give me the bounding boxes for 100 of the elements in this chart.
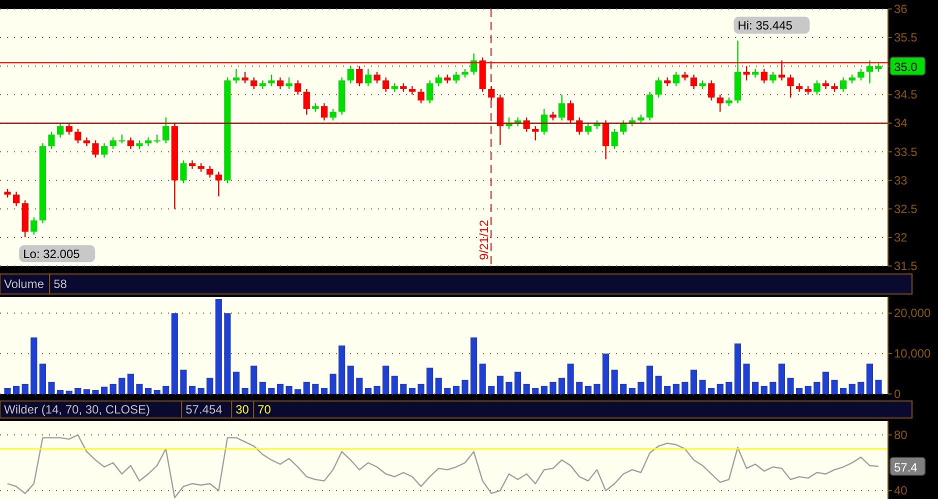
bar bbox=[628, 388, 636, 394]
candlestick bbox=[294, 80, 302, 96]
bar bbox=[462, 380, 468, 394]
bar bbox=[682, 382, 688, 394]
bar bbox=[268, 388, 275, 394]
candlestick bbox=[558, 94, 566, 121]
bar bbox=[242, 388, 248, 394]
candlestick bbox=[866, 60, 874, 84]
chart-title: Volume bbox=[4, 277, 44, 291]
candlestick bbox=[787, 74, 794, 98]
bar bbox=[356, 378, 363, 394]
bar bbox=[74, 388, 82, 394]
candlestick bbox=[110, 136, 116, 150]
bar bbox=[347, 366, 354, 394]
candlestick bbox=[646, 91, 654, 121]
bar bbox=[338, 346, 346, 394]
bar bbox=[30, 337, 38, 394]
bar bbox=[514, 372, 522, 394]
candlestick bbox=[56, 122, 64, 138]
bar bbox=[276, 384, 284, 394]
text: 30 bbox=[236, 402, 250, 416]
candlestick bbox=[232, 68, 240, 84]
bar bbox=[770, 382, 776, 394]
bar bbox=[330, 374, 336, 394]
bar bbox=[303, 382, 310, 394]
candlestick bbox=[452, 71, 460, 84]
candlestick bbox=[716, 94, 724, 112]
candlestick bbox=[611, 128, 618, 150]
bar bbox=[136, 384, 143, 394]
bar bbox=[374, 386, 380, 394]
candlestick bbox=[48, 131, 55, 150]
bar bbox=[523, 384, 530, 394]
bar bbox=[400, 384, 407, 394]
candlestick bbox=[100, 142, 108, 158]
bar bbox=[259, 382, 266, 394]
bar bbox=[646, 366, 654, 394]
candlestick bbox=[330, 108, 336, 121]
candlestick bbox=[602, 120, 610, 160]
bar bbox=[312, 384, 319, 394]
bar bbox=[127, 374, 134, 394]
candlestick bbox=[303, 88, 310, 116]
candlestick bbox=[814, 80, 820, 96]
candlestick bbox=[418, 88, 424, 104]
annotation: 9/21/12 bbox=[477, 220, 492, 260]
candlestick bbox=[30, 216, 38, 236]
bar bbox=[4, 388, 11, 394]
bar bbox=[110, 384, 116, 394]
text: 35.0 bbox=[894, 60, 918, 74]
y-tick-label: 0 bbox=[894, 387, 901, 401]
candlestick bbox=[206, 165, 214, 178]
bar bbox=[576, 382, 583, 394]
chart-title: Wilder (14, 70, 30, CLOSE) bbox=[4, 402, 150, 416]
bar bbox=[699, 380, 706, 394]
bar bbox=[198, 388, 204, 394]
bar bbox=[594, 384, 600, 394]
bar bbox=[540, 386, 548, 394]
bar bbox=[690, 370, 698, 394]
bar bbox=[444, 388, 451, 394]
bar bbox=[743, 364, 750, 394]
bar bbox=[232, 372, 240, 394]
bar bbox=[206, 378, 214, 394]
bar bbox=[224, 313, 231, 394]
candlestick bbox=[672, 71, 680, 87]
y-tick-label: 35.5 bbox=[894, 30, 918, 45]
bar bbox=[66, 390, 72, 394]
candlestick bbox=[74, 128, 82, 144]
bar bbox=[787, 378, 794, 394]
y-tick-label: 34.5 bbox=[894, 88, 918, 102]
bar bbox=[760, 386, 768, 394]
candlestick bbox=[584, 122, 592, 136]
bar bbox=[848, 384, 856, 394]
bar bbox=[550, 382, 556, 394]
bar bbox=[118, 378, 126, 394]
bar bbox=[655, 376, 662, 394]
candlestick bbox=[760, 68, 768, 84]
line-series bbox=[6, 434, 880, 498]
bar bbox=[716, 384, 724, 394]
bar bbox=[558, 378, 566, 394]
candlestick bbox=[286, 76, 292, 90]
annotation: Lo: 32.005 bbox=[23, 247, 80, 262]
bar bbox=[602, 354, 610, 394]
bar bbox=[778, 364, 786, 394]
chart-subtitle: 57.454 bbox=[186, 402, 223, 416]
candlestick bbox=[655, 76, 662, 98]
bar bbox=[584, 386, 592, 394]
candlestick bbox=[620, 120, 627, 136]
bar bbox=[840, 388, 847, 394]
candlestick bbox=[347, 66, 354, 84]
bar bbox=[620, 384, 627, 394]
candlestick bbox=[532, 125, 539, 141]
text: 70 bbox=[258, 402, 272, 416]
y-tick-label: 34 bbox=[894, 116, 908, 130]
candlestick bbox=[382, 76, 390, 92]
y-tick-label: 32 bbox=[894, 230, 908, 244]
candlestick bbox=[242, 71, 248, 84]
bar bbox=[638, 382, 644, 394]
candlestick bbox=[708, 80, 715, 101]
bar bbox=[22, 384, 28, 394]
annotation: Hi: 35.445 bbox=[738, 18, 793, 33]
bar bbox=[435, 378, 442, 394]
